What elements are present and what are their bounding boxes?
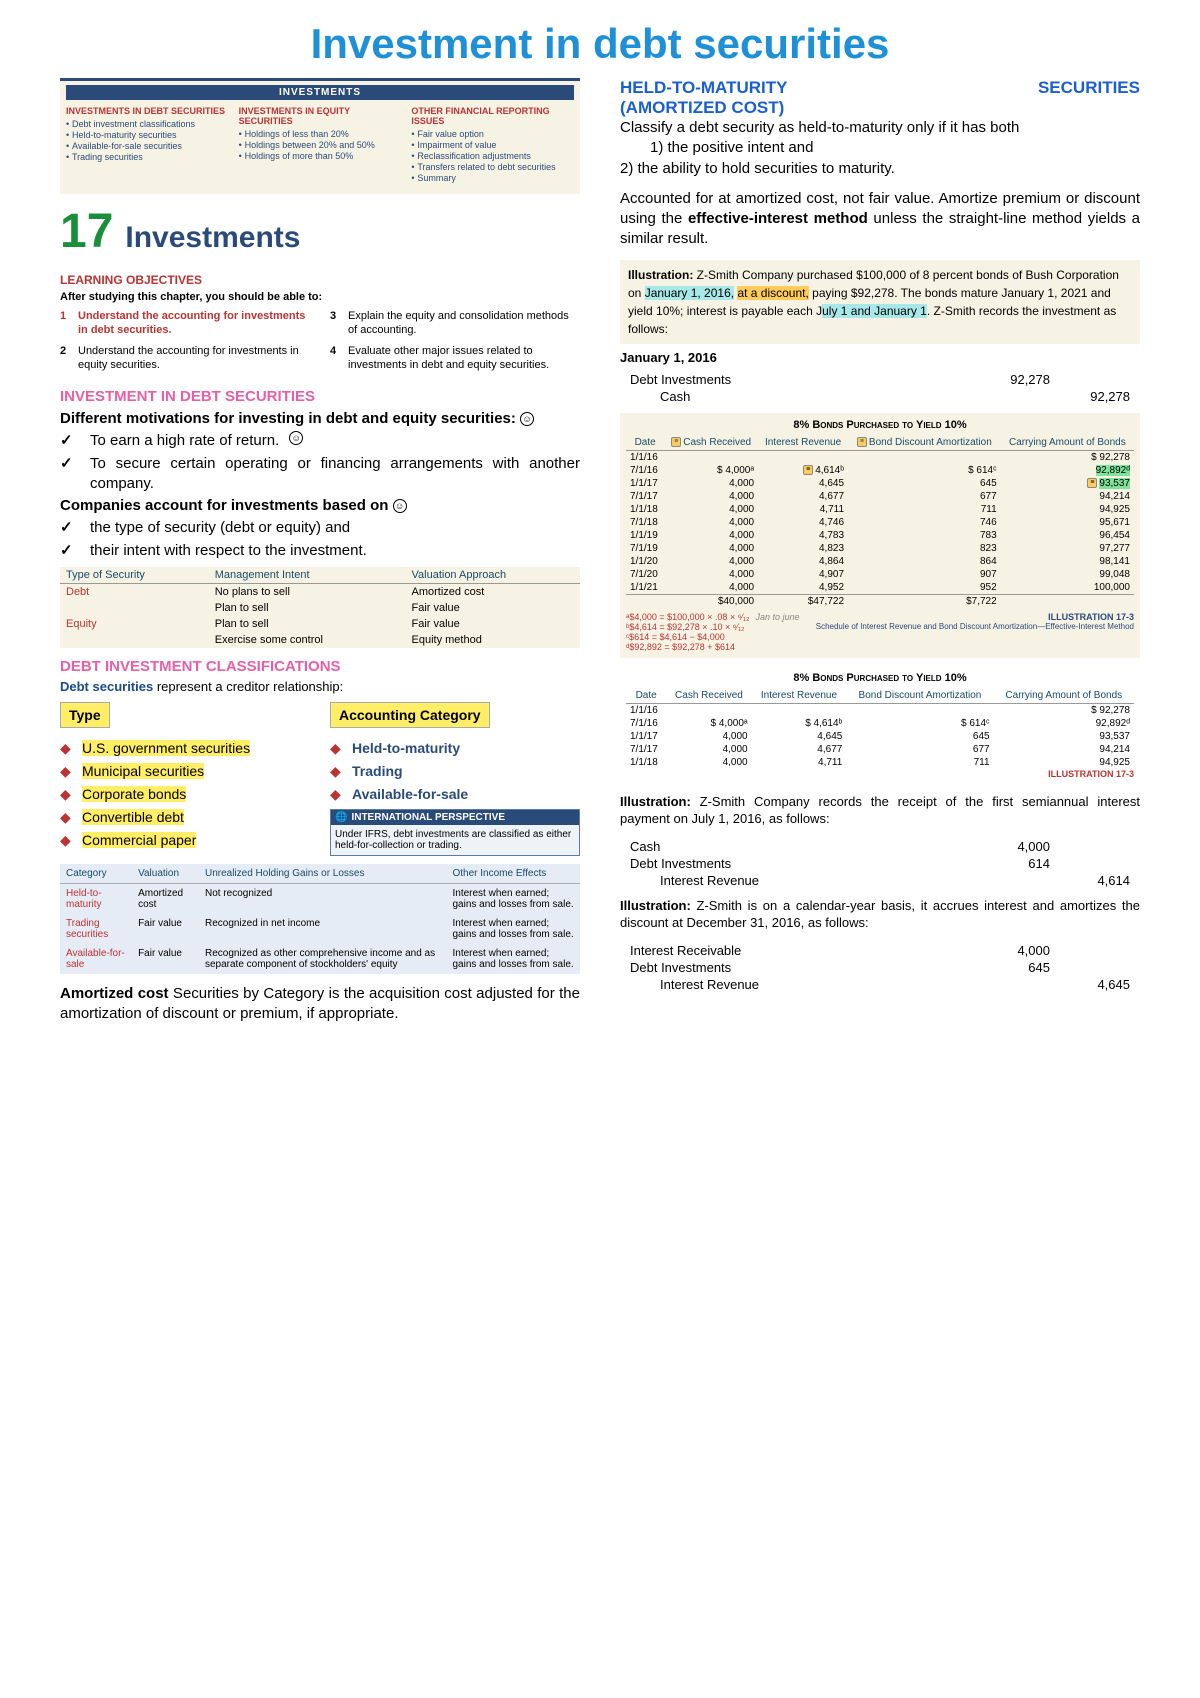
category-header: Accounting Category — [330, 702, 490, 728]
investments-bar: INVESTMENTS — [66, 85, 574, 100]
smile-icon: ☺ — [393, 499, 407, 513]
pin-icon — [857, 437, 867, 447]
intl-box-title: INTERNATIONAL PERSPECTIVE — [331, 810, 579, 825]
left-column: INVESTMENTS INVESTMENTS IN DEBT SECURITI… — [60, 78, 580, 1024]
sect2-intro: Debt securities represent a creditor rel… — [60, 679, 580, 694]
learning-objectives-sub: After studying this chapter, you should … — [60, 291, 580, 303]
international-perspective-box: INTERNATIONAL PERSPECTIVE Under IFRS, de… — [330, 809, 580, 856]
illustration-2: Illustration: Z-Smith Company records th… — [620, 793, 1140, 828]
htm-title: HELD-TO-MATURITYSECURITIES — [620, 78, 1140, 98]
type-header: Type — [60, 702, 110, 728]
amort-notes: ᵃ$4,000 = $100,000 × .08 × ⁶⁄₁₂Jan to ju… — [626, 612, 1134, 652]
chapter-line: 17 Investments — [60, 204, 580, 259]
htm-p2: Accounted for at amortized cost, not fai… — [620, 189, 1140, 250]
section-debt-classifications-header: DEBT INVESTMENT CLASSIFICATIONS — [60, 658, 580, 675]
right-column: HELD-TO-MATURITYSECURITIES (AMORTIZED CO… — [620, 78, 1140, 1024]
amortization-schedule-2: 8% Bonds Purchased to Yield 10% DateCash… — [620, 666, 1140, 785]
pin-icon — [671, 437, 681, 447]
sect1-intro: Different motivations for investing in d… — [60, 409, 580, 429]
journal-entry-2: Cash4,000Debt Investments614Interest Rev… — [620, 838, 1140, 889]
htm-p1: Classify a debt security as held-to-matu… — [620, 118, 1140, 179]
page-title: Investment in debt securities — [60, 20, 1140, 68]
sect1-check-list: ✓To earn a high rate of return. ☺✓To sec… — [60, 431, 580, 494]
htm-subtitle: (AMORTIZED COST) — [620, 98, 1140, 118]
chapter-number: 17 — [60, 204, 113, 259]
chapter-title: Investments — [125, 221, 300, 255]
journal-entry-1: Debt Investments92,278Cash92,278 — [620, 371, 1140, 405]
type-category-row: Type ◆U.S. government securities◆Municip… — [60, 702, 580, 856]
security-type-table: Type of SecurityManagement IntentValuati… — [60, 567, 580, 648]
sect1-check-list-2: ✓the type of security (debt or equity) a… — [60, 518, 580, 561]
smile-icon: ☺ — [520, 412, 534, 426]
illustration-1: Illustration: Z-Smith Company purchased … — [620, 260, 1140, 344]
learning-objectives-header: LEARNING OBJECTIVES — [60, 273, 580, 287]
section-invest-debt-header: INVESTMENT IN DEBT SECURITIES — [60, 388, 580, 405]
two-column-layout: INVESTMENTS INVESTMENTS IN DEBT SECURITI… — [60, 78, 1140, 1024]
sect1-intro2: Companies account for investments based … — [60, 496, 580, 516]
learning-objectives-grid: 1Understand the accounting for investmen… — [60, 309, 580, 378]
category-column: Accounting Category ◆Held-to-maturity◆Tr… — [330, 702, 580, 856]
investments-header-block: INVESTMENTS INVESTMENTS IN DEBT SECURITI… — [60, 78, 580, 194]
illustration-label: ILLUSTRATION 17-3 — [626, 769, 1134, 779]
category-valuation-table: CategoryValuationUnrealized Holding Gain… — [60, 864, 580, 974]
type-column: Type ◆U.S. government securities◆Municip… — [60, 702, 310, 856]
journal-entry-3: Interest Receivable4,000Debt Investments… — [620, 942, 1140, 993]
amort-title: 8% Bonds Purchased to Yield 10% — [626, 419, 1134, 431]
illustration-3: Illustration: Z-Smith is on a calendar-y… — [620, 897, 1140, 932]
amortization-schedule-1: 8% Bonds Purchased to Yield 10% Date Cas… — [620, 413, 1140, 658]
intl-box-body: Under IFRS, debt investments are classif… — [335, 829, 575, 851]
amortized-cost-paragraph: Amortized cost Securities by Category is… — [60, 984, 580, 1025]
je1-title: January 1, 2016 — [620, 350, 1140, 365]
